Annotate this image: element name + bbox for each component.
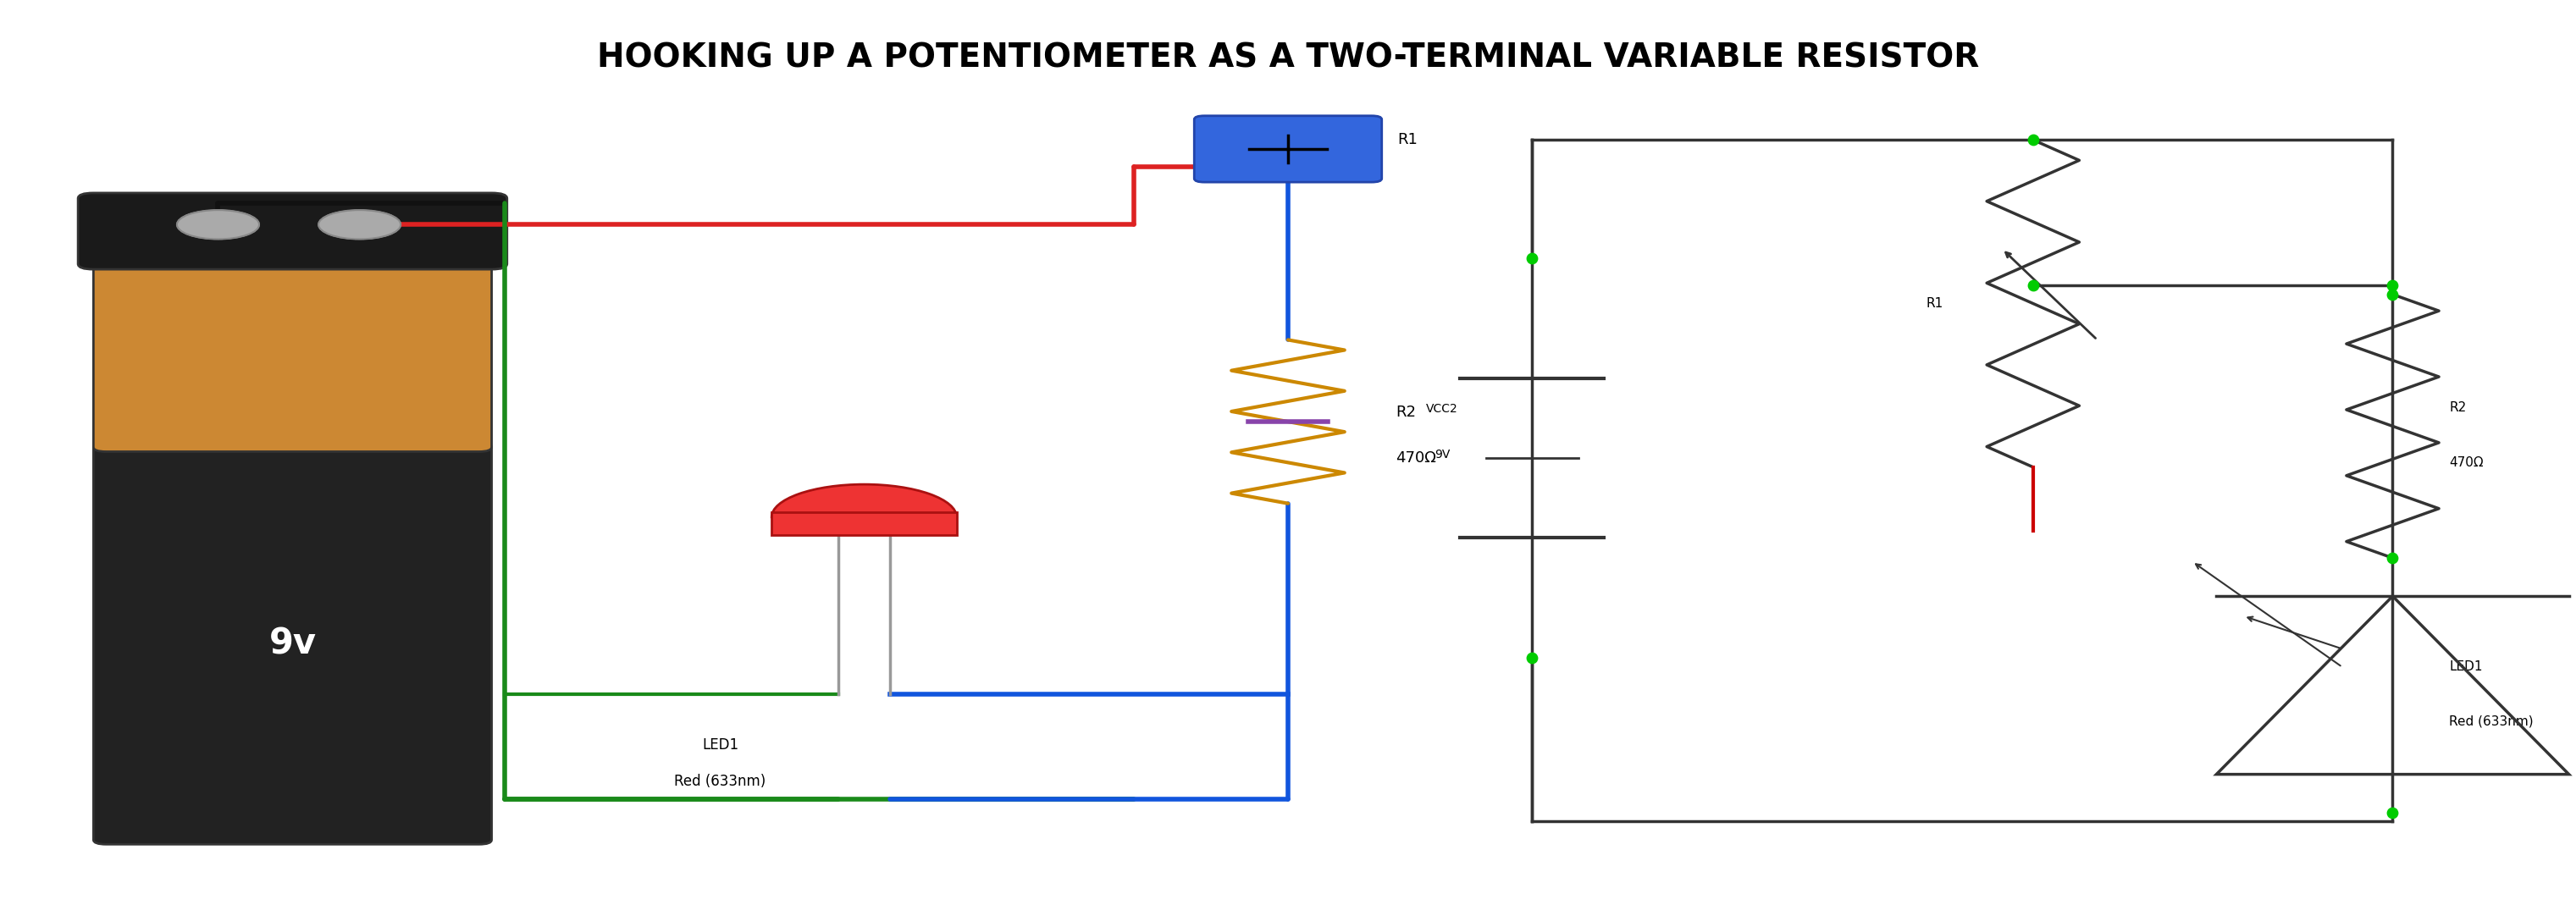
FancyBboxPatch shape bbox=[93, 442, 492, 845]
Point bbox=[2372, 551, 2414, 565]
Text: HOOKING UP A POTENTIOMETER AS A TWO-TERMINAL VARIABLE RESISTOR: HOOKING UP A POTENTIOMETER AS A TWO-TERM… bbox=[598, 42, 1978, 74]
Point bbox=[2372, 278, 2414, 292]
Text: R2: R2 bbox=[1396, 405, 1417, 420]
Point bbox=[1512, 251, 1553, 266]
Circle shape bbox=[319, 210, 402, 239]
Point bbox=[2372, 805, 2414, 820]
Wedge shape bbox=[773, 485, 956, 517]
Text: 470Ω: 470Ω bbox=[1396, 451, 1437, 465]
Text: 9v: 9v bbox=[268, 626, 317, 661]
Text: 9V: 9V bbox=[1435, 449, 1450, 461]
Text: Red (633nm): Red (633nm) bbox=[675, 773, 765, 789]
Text: Red (633nm): Red (633nm) bbox=[2450, 715, 2535, 728]
Point bbox=[2012, 133, 2053, 147]
Text: R1: R1 bbox=[1927, 297, 1942, 310]
Text: LED1: LED1 bbox=[2450, 660, 2483, 673]
Text: VCC2: VCC2 bbox=[1427, 403, 1458, 415]
FancyBboxPatch shape bbox=[77, 193, 507, 269]
Point bbox=[1512, 650, 1553, 665]
Circle shape bbox=[178, 210, 260, 239]
Text: R2: R2 bbox=[2450, 401, 2465, 414]
Point bbox=[2012, 278, 2053, 292]
Bar bbox=[773, 513, 956, 535]
Text: LED1: LED1 bbox=[703, 737, 739, 752]
Text: R1: R1 bbox=[1396, 132, 1417, 147]
Point bbox=[2372, 287, 2414, 301]
FancyBboxPatch shape bbox=[1195, 115, 1381, 182]
FancyBboxPatch shape bbox=[93, 246, 492, 452]
Text: 470Ω: 470Ω bbox=[2450, 456, 2483, 469]
